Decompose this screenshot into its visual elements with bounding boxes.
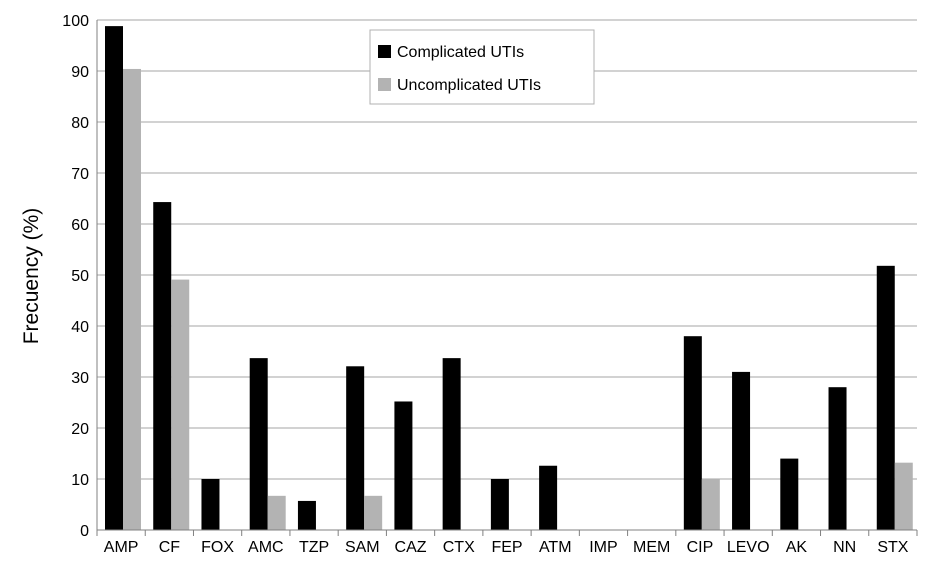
bar-complicated-atm [539, 465, 558, 530]
bar-uncomplicated-sam [364, 495, 383, 530]
y-tick-labels: 0 10 20 30 40 50 60 70 80 90 100 [62, 13, 89, 540]
bar-complicated-caz [394, 401, 413, 530]
bar-complicated-ctx [442, 358, 461, 530]
x-tick-label: AMP [104, 539, 139, 556]
bar-complicated-sam [346, 366, 365, 530]
y-tick-label: 10 [71, 472, 89, 489]
bar-complicated-fep [490, 479, 509, 530]
y-tick-label: 80 [71, 115, 89, 132]
bar-uncomplicated-cip [701, 479, 720, 530]
bar-uncomplicated-stx [894, 462, 913, 530]
bar-complicated-fox [201, 479, 220, 530]
x-tick-labels: AMP CF FOX AMC TZP SAM CAZ CTX FEP ATM IMP MEM CIP LE… [104, 539, 909, 556]
x-tick-label: FEP [491, 539, 522, 556]
legend-label-complicated: Complicated UTIs [397, 44, 524, 61]
y-tick-label: 0 [80, 523, 89, 540]
x-tick-label: AMC [248, 539, 284, 556]
bar-complicated-stx [876, 265, 895, 530]
legend-swatch-uncomplicated [378, 78, 391, 91]
bar-complicated-levo [732, 371, 751, 530]
bar-uncomplicated-amp [123, 68, 141, 531]
bar-complicated-cf [153, 202, 172, 530]
bar-complicated-ak [780, 458, 799, 530]
bar-uncomplicated-cf [171, 279, 190, 530]
bar-complicated-tzp [297, 500, 316, 530]
bars [105, 26, 913, 531]
y-axis-title: Frecuency (%) [20, 208, 43, 345]
y-tick-label: 90 [71, 64, 89, 81]
legend-swatch-complicated [378, 45, 391, 58]
legend: Complicated UTIs Uncomplicated UTIs [369, 29, 595, 105]
y-tick-label: 40 [71, 319, 89, 336]
legend-box [369, 29, 595, 105]
y-tick-label: 100 [62, 13, 89, 30]
y-tick-label: 70 [71, 166, 89, 183]
x-tick-label: MEM [633, 539, 670, 556]
y-tick-label: 30 [71, 370, 89, 387]
x-tick-label: CIP [687, 539, 714, 556]
legend-label-uncomplicated: Uncomplicated UTIs [397, 77, 541, 94]
y-tick-label: 50 [71, 268, 89, 285]
bar-uncomplicated-amc [267, 495, 286, 530]
bar-complicated-amp [105, 26, 123, 531]
bar-complicated-nn [828, 387, 847, 530]
axes [96, 20, 918, 536]
y-tick-label: 20 [71, 421, 89, 438]
x-tick-label: LEVO [727, 539, 770, 556]
x-tick-label: TZP [299, 539, 329, 556]
bar-complicated-amc [249, 358, 268, 530]
x-tick-label: CTX [443, 539, 475, 556]
x-tick-label: AK [786, 539, 808, 556]
x-tick-label: IMP [589, 539, 617, 556]
x-tick-label: FOX [201, 539, 234, 556]
x-tick-label: STX [877, 539, 908, 556]
bar-complicated-cip [683, 336, 702, 530]
y-tick-label: 60 [71, 217, 89, 234]
x-tick-label: CAZ [395, 539, 427, 556]
x-tick-label: NN [833, 539, 856, 556]
x-tick-label: ATM [539, 539, 572, 556]
x-tick-label: CF [159, 539, 181, 556]
x-tick-label: SAM [345, 539, 380, 556]
